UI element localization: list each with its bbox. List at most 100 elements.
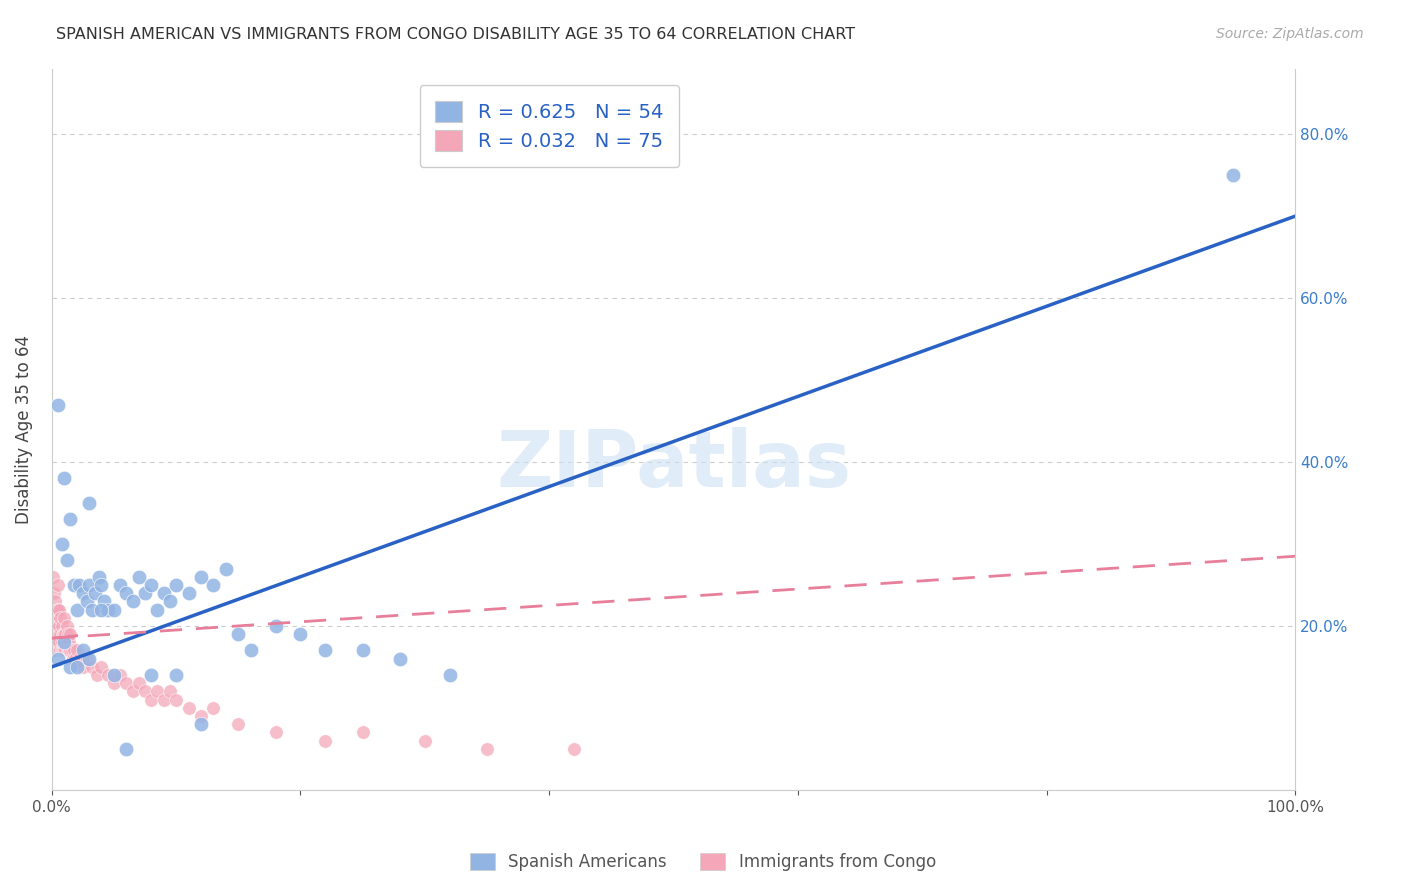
- Point: [67, 651, 90, 665]
- Point: [53, 471, 76, 485]
- Point: [59, 512, 82, 526]
- Point: [141, 578, 163, 592]
- Text: Source: ZipAtlas.com: Source: ZipAtlas.com: [1216, 27, 1364, 41]
- Point: [76, 594, 98, 608]
- Point: [46, 619, 69, 633]
- Point: [190, 717, 212, 731]
- Point: [59, 643, 82, 657]
- Point: [177, 586, 200, 600]
- Point: [48, 635, 70, 649]
- Point: [51, 635, 73, 649]
- Text: ZIPatlas: ZIPatlas: [496, 427, 851, 503]
- Point: [80, 602, 103, 616]
- Point: [146, 602, 169, 616]
- Point: [49, 643, 72, 657]
- Point: [65, 643, 87, 657]
- Point: [264, 725, 287, 739]
- Point: [44, 643, 66, 657]
- Point: [159, 684, 181, 698]
- Point: [76, 651, 98, 665]
- Point: [42, 635, 65, 649]
- Point: [44, 643, 66, 657]
- Point: [45, 619, 67, 633]
- Point: [56, 643, 79, 657]
- Point: [290, 627, 312, 641]
- Point: [65, 660, 87, 674]
- Point: [190, 709, 212, 723]
- Point: [77, 496, 100, 510]
- Point: [475, 742, 498, 756]
- Legend: R = 0.625   N = 54, R = 0.032   N = 75: R = 0.625 N = 54, R = 0.032 N = 75: [419, 86, 679, 167]
- Point: [63, 643, 86, 657]
- Point: [87, 570, 110, 584]
- Point: [86, 668, 108, 682]
- Point: [52, 627, 75, 641]
- Point: [152, 586, 174, 600]
- Point: [165, 668, 187, 682]
- Point: [48, 619, 70, 633]
- Legend: Spanish Americans, Immigrants from Congo: Spanish Americans, Immigrants from Congo: [461, 845, 945, 880]
- Point: [53, 635, 76, 649]
- Point: [128, 676, 150, 690]
- Point: [44, 627, 66, 641]
- Point: [42, 570, 65, 584]
- Point: [46, 635, 69, 649]
- Point: [51, 537, 73, 551]
- Point: [80, 660, 103, 674]
- Point: [103, 602, 125, 616]
- Point: [103, 668, 125, 682]
- Point: [226, 717, 249, 731]
- Point: [58, 643, 80, 657]
- Point: [352, 725, 374, 739]
- Point: [90, 602, 112, 616]
- Point: [59, 627, 82, 641]
- Point: [65, 651, 87, 665]
- Point: [51, 619, 73, 633]
- Point: [59, 660, 82, 674]
- Point: [413, 733, 436, 747]
- Y-axis label: Disability Age 35 to 64: Disability Age 35 to 64: [15, 334, 32, 524]
- Point: [439, 668, 461, 682]
- Point: [65, 602, 87, 616]
- Point: [56, 627, 79, 641]
- Point: [128, 570, 150, 584]
- Point: [55, 635, 77, 649]
- Point: [51, 643, 73, 657]
- Point: [165, 692, 187, 706]
- Point: [562, 742, 585, 756]
- Point: [72, 643, 94, 657]
- Point: [45, 635, 67, 649]
- Point: [121, 684, 143, 698]
- Point: [108, 578, 131, 592]
- Point: [55, 643, 77, 657]
- Point: [77, 651, 100, 665]
- Point: [97, 602, 120, 616]
- Point: [165, 578, 187, 592]
- Point: [63, 578, 86, 592]
- Point: [49, 627, 72, 641]
- Point: [134, 586, 156, 600]
- Point: [45, 602, 67, 616]
- Point: [46, 578, 69, 592]
- Point: [215, 561, 238, 575]
- Point: [146, 684, 169, 698]
- Point: [42, 602, 65, 616]
- Point: [44, 594, 66, 608]
- Point: [84, 586, 107, 600]
- Point: [177, 701, 200, 715]
- Point: [53, 643, 76, 657]
- Point: [93, 594, 115, 608]
- Point: [53, 627, 76, 641]
- Point: [264, 619, 287, 633]
- Point: [52, 643, 75, 657]
- Point: [55, 553, 77, 567]
- Point: [190, 570, 212, 584]
- Point: [72, 586, 94, 600]
- Point: [44, 610, 66, 624]
- Text: SPANISH AMERICAN VS IMMIGRANTS FROM CONGO DISABILITY AGE 35 TO 64 CORRELATION CH: SPANISH AMERICAN VS IMMIGRANTS FROM CONG…: [56, 27, 855, 42]
- Point: [49, 610, 72, 624]
- Point: [202, 578, 225, 592]
- Point: [72, 660, 94, 674]
- Point: [115, 586, 138, 600]
- Point: [46, 651, 69, 665]
